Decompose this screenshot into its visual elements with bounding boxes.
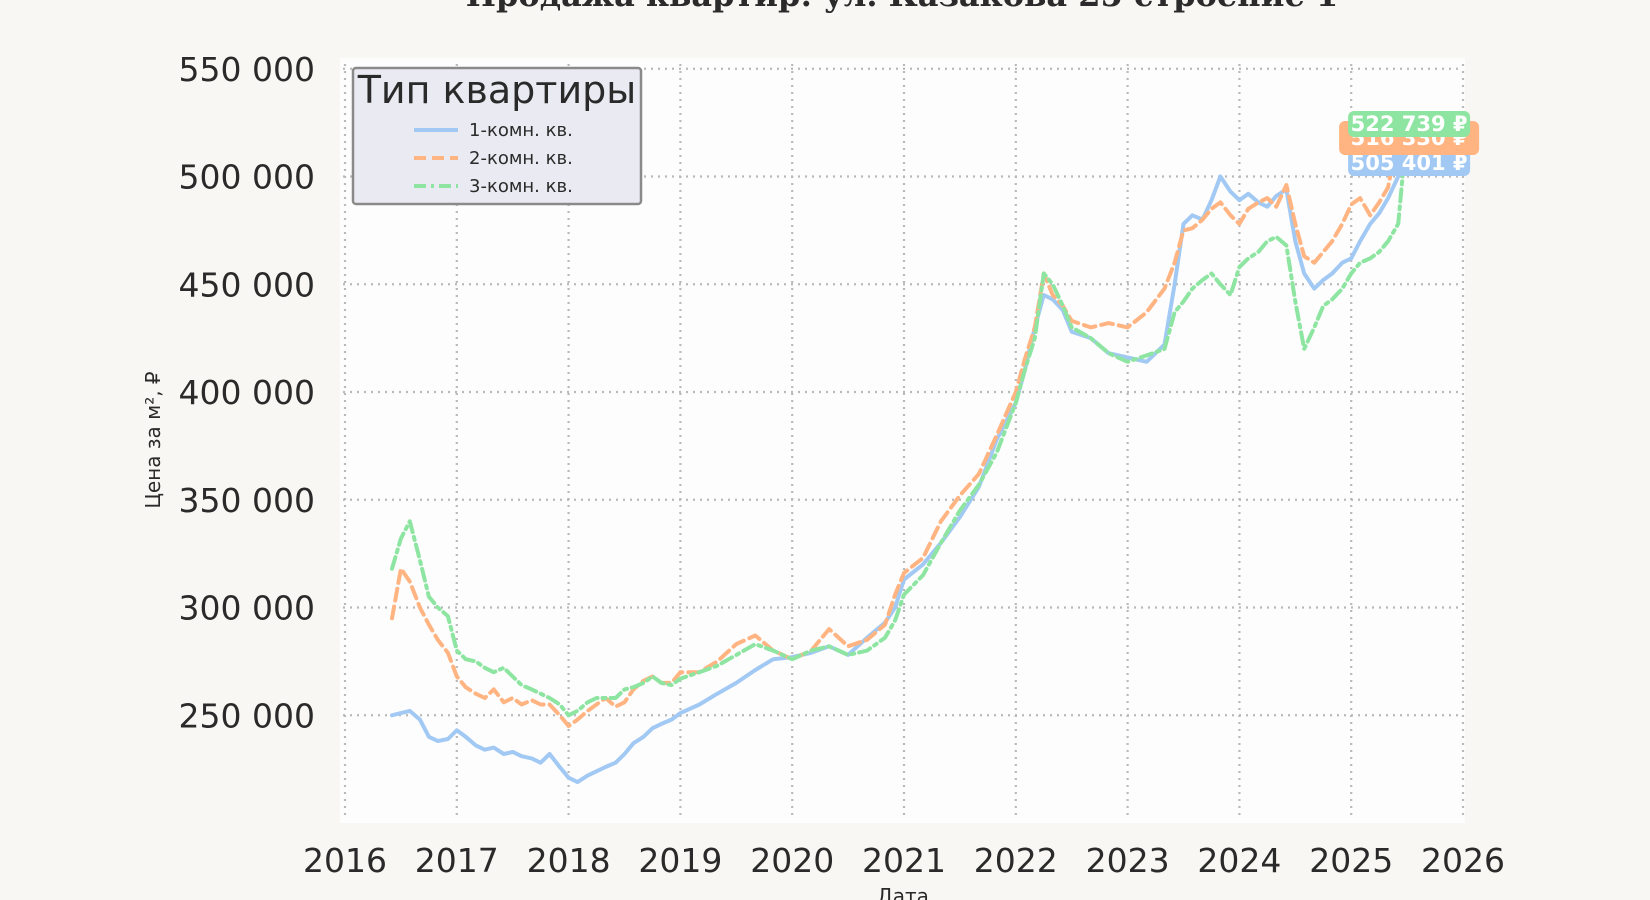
- x-tick-label: 2020: [750, 841, 834, 880]
- series-line-3: [390, 125, 1410, 718]
- y-tick-label: 350 000: [179, 481, 315, 520]
- y-tick-label: 250 000: [179, 696, 315, 735]
- x-axis-label: Дата: [877, 884, 929, 900]
- x-tick-label: 2025: [1309, 841, 1393, 880]
- x-tick-label: 2018: [527, 841, 611, 880]
- x-tick-label: 2019: [638, 841, 722, 880]
- chart-title: Продажа квартир: ул. Казакова 25 строени…: [466, 0, 1338, 14]
- x-tick-label: 2021: [862, 841, 946, 880]
- x-tick-label: 2017: [415, 841, 499, 880]
- tick-label-layer: 2016 2017 2018 2019 2020 2021 2022 2023 2024 2025…: [179, 50, 1505, 880]
- legend-entry-1: 1-комн. кв.: [469, 120, 573, 141]
- x-tick-label: 2024: [1197, 841, 1281, 880]
- end-label-badge-3: [1348, 111, 1471, 137]
- legend-entry-3: 3-комн. кв.: [469, 176, 573, 197]
- y-tick-label: 450 000: [179, 265, 315, 304]
- y-axis-label: Цена за м², ₽: [141, 371, 165, 509]
- series-layer: [390, 125, 1410, 785]
- end-label-3: 522 739 ₽: [1351, 112, 1468, 136]
- legend: Тип квартиры 1-комн. кв. 2-комн. кв. 3-к…: [351, 66, 643, 206]
- y-tick-label: 500 000: [179, 158, 315, 197]
- grid-layer: [343, 64, 1465, 819]
- x-tick-label: 2022: [974, 841, 1058, 880]
- x-tick-label: 2016: [303, 841, 387, 880]
- end-label-layer: 505 401 ₽516 330 ₽522 739 ₽: [1339, 111, 1480, 176]
- legend-title: Тип квартиры: [357, 68, 637, 112]
- y-tick-label: 550 000: [179, 50, 315, 89]
- x-tick-label: 2023: [1086, 841, 1170, 880]
- series-line-2: [390, 131, 1410, 728]
- end-label-badge-1: [1348, 150, 1471, 176]
- x-tick-label: 2026: [1421, 841, 1505, 880]
- y-tick-label: 300 000: [179, 589, 315, 628]
- legend-entry-2: 2-комн. кв.: [469, 148, 573, 169]
- legend-box: [351, 66, 643, 206]
- y-tick-label: 400 000: [179, 373, 315, 412]
